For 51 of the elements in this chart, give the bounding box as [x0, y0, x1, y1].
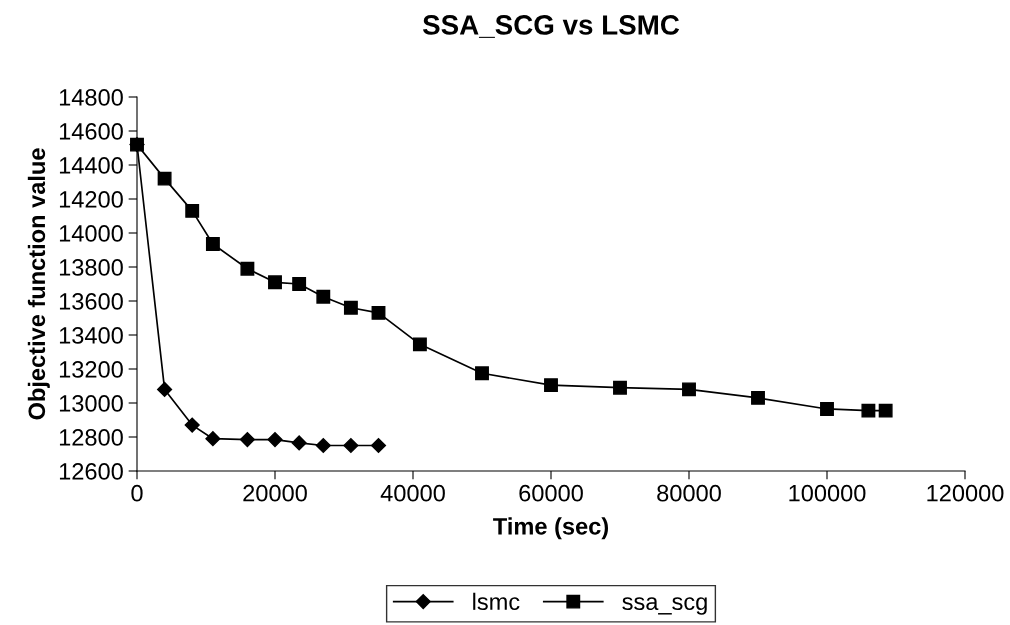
y-tick-label: 13000: [59, 395, 123, 412]
chart-title: SSA_SCG vs LSMC: [422, 15, 680, 38]
y-axis-title: Objective function value: [27, 148, 50, 420]
point: [240, 261, 255, 276]
y-tick-label: 14800: [59, 89, 123, 106]
point: [239, 431, 255, 448]
point: [613, 380, 627, 395]
point: [315, 437, 331, 454]
point: [292, 277, 307, 291]
x-tick-label: 100000: [789, 484, 866, 502]
y-tick-label: 13400: [59, 327, 123, 344]
point: [184, 417, 200, 433]
y-tick-label: 13600: [59, 293, 123, 310]
point: [205, 431, 221, 447]
x-axis-title: Time (sec): [493, 517, 609, 540]
y-tick-label: 14000: [59, 225, 123, 242]
point: [343, 437, 359, 454]
point: [185, 203, 200, 218]
legend-label: ssa_scg: [622, 597, 707, 615]
point: [475, 366, 489, 381]
x-tick-label: 40000: [380, 484, 445, 502]
x-tick-label: 80000: [657, 484, 721, 502]
x-tick-label: 120000: [927, 484, 1004, 502]
point: [878, 403, 893, 418]
point: [412, 337, 427, 352]
point: [157, 381, 173, 397]
x-tick-label: 0: [131, 484, 143, 502]
x-tick-label: 20000: [243, 484, 307, 502]
point: [751, 390, 765, 405]
legend-label: lsmc: [473, 592, 520, 611]
point: [861, 403, 876, 418]
y-tick-label: 13200: [59, 361, 123, 378]
point: [820, 402, 834, 416]
y-tick-label: 13800: [59, 259, 123, 276]
point: [370, 437, 387, 454]
point: [205, 237, 220, 251]
point: [371, 305, 386, 320]
x-tick-label: 60000: [519, 484, 583, 502]
y-tick-label: 14600: [59, 123, 123, 140]
point: [682, 382, 696, 397]
point: [267, 431, 283, 448]
point: [544, 378, 558, 393]
point: [291, 435, 307, 451]
y-tick-label: 12600: [59, 463, 123, 480]
point: [268, 275, 282, 290]
point: [343, 300, 358, 315]
y-tick-label: 14400: [59, 157, 123, 174]
y-tick-label: 14200: [59, 191, 123, 208]
y-tick-label: 12800: [59, 429, 123, 446]
point: [157, 171, 172, 186]
point: [316, 289, 331, 304]
